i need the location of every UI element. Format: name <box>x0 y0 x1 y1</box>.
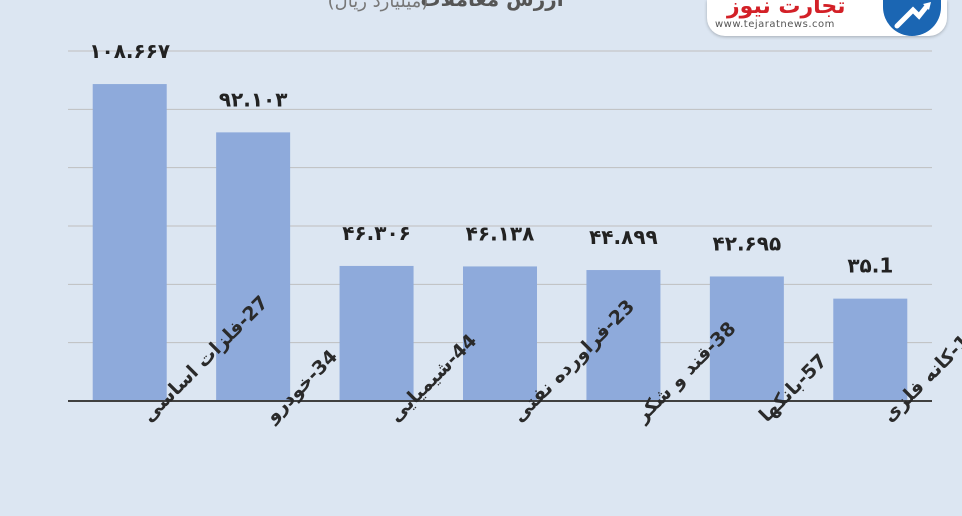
data-label: ۴۶.۳۰۶ <box>342 221 411 245</box>
bar <box>463 266 537 401</box>
data-label: ۳۵.1 <box>847 254 893 278</box>
bar <box>709 276 784 401</box>
bar <box>833 298 908 401</box>
chart-title: ارزش معاملات <box>420 0 563 11</box>
bar <box>586 270 661 401</box>
data-label: ۴۶.۱۳۸ <box>466 221 535 245</box>
tejarat-news-arrow-icon <box>883 0 941 36</box>
logo-name: تجارت نیوز <box>727 0 846 19</box>
chart-subtitle: (میلیارد ریال) <box>328 0 429 12</box>
data-label: ۱۰۸.۶۶۷ <box>89 39 170 63</box>
data-labels: ۱۰۸.۶۶۷ ۹۲.۱۰۳ ۴۶.۳۰۶ ۴۶.۱۳۸ ۴۴.۸۹۹ ۴۲.۶۹۵ ۳۵.… <box>89 39 893 278</box>
data-label: ۴۴.۸۹۹ <box>589 225 658 249</box>
bar <box>339 265 414 401</box>
logo-url: www.tejaratnews.com <box>715 19 835 30</box>
bar <box>216 132 291 401</box>
data-label: ۹۲.۱۰۳ <box>219 87 288 111</box>
data-label: ۴۲.۶۹۵ <box>713 231 782 255</box>
bars <box>92 84 908 402</box>
tejarat-news-logo: تجارت نیوز www.tejaratnews.com <box>707 0 947 36</box>
bar <box>92 84 167 402</box>
